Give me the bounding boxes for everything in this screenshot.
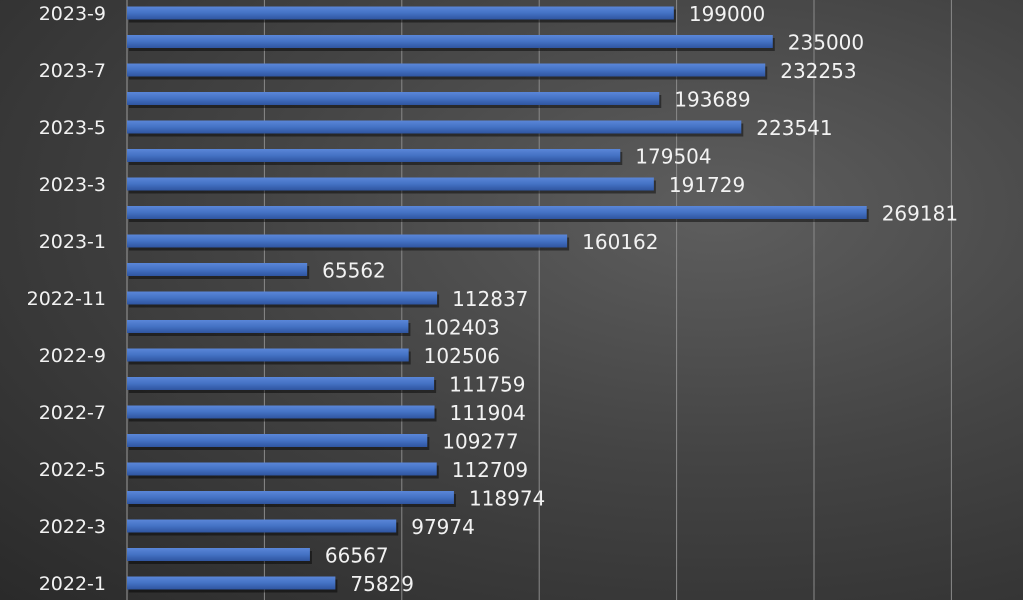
bar-2023-7 [127, 63, 766, 77]
tick-label-2022-3: 2022-3 [39, 516, 106, 538]
bar-2023-2 [127, 206, 867, 219]
bar-2023-4 [127, 149, 621, 162]
tick-label-2022-1: 2022-1 [39, 573, 106, 595]
bars [127, 6, 869, 593]
category-tick-labels: 2022-1 2022-3 2022-5 2022-7 2022-9 2022-11 202… [27, 3, 106, 595]
data-label-2022-5: 112709 [452, 458, 528, 482]
tick-label-2023-1: 2023-1 [39, 231, 106, 253]
data-label-2022-6: 109277 [442, 430, 518, 454]
data-label-2023-9: 199000 [689, 2, 765, 26]
tick-label-2022-11: 2022-11 [27, 288, 106, 310]
bar-2022-4 [127, 491, 454, 504]
data-label-2022-4: 118974 [469, 487, 545, 511]
tick-label-2023-9: 2023-9 [39, 3, 106, 25]
bar-2023-6 [127, 92, 660, 105]
bar-2022-3 [127, 519, 397, 533]
tick-label-2022-5: 2022-5 [39, 459, 106, 481]
data-label-2023-3: 191729 [669, 173, 745, 197]
data-label-2022-2: 66567 [325, 544, 389, 568]
bar-2023-8 [127, 35, 773, 48]
bar-2022-12 [127, 263, 308, 276]
data-labels: 75829 66567 97974 118974 112709 109277 111904 1… [322, 2, 958, 596]
tick-label-2023-3: 2023-3 [39, 174, 106, 196]
data-label-2022-8: 111759 [449, 373, 525, 397]
data-label-2023-7: 232253 [780, 59, 856, 83]
bar-2022-5 [127, 462, 437, 476]
data-label-2022-11: 112837 [452, 287, 528, 311]
bar-2022-1 [127, 576, 336, 590]
bar-2022-8 [127, 377, 435, 390]
bar-2022-11 [127, 291, 438, 305]
data-label-2023-6: 193689 [674, 88, 750, 112]
data-label-2022-3: 97974 [411, 515, 475, 539]
bar-2022-6 [127, 434, 428, 447]
bar-2023-1 [127, 234, 568, 248]
tick-label-2023-5: 2023-5 [39, 117, 106, 139]
tick-label-2022-9: 2022-9 [39, 345, 106, 367]
data-label-2023-2: 269181 [882, 202, 958, 226]
bar-2022-2 [127, 548, 310, 561]
data-label-2022-9: 102506 [424, 344, 500, 368]
data-label-2022-7: 111904 [450, 401, 526, 425]
data-label-2023-4: 179504 [635, 145, 711, 169]
bar-2022-9 [127, 348, 409, 362]
data-label-2022-10: 102403 [423, 316, 499, 340]
data-label-2022-1: 75829 [350, 572, 414, 596]
data-label-2022-12: 65562 [322, 259, 386, 283]
data-label-2023-5: 223541 [756, 116, 832, 140]
data-label-2023-1: 160162 [582, 230, 658, 254]
bar-2023-5 [127, 120, 742, 134]
tick-label-2023-7: 2023-7 [39, 60, 106, 82]
bar-2022-7 [127, 405, 435, 419]
bar-2022-10 [127, 320, 409, 333]
tick-label-2022-7: 2022-7 [39, 402, 106, 424]
bar-2023-3 [127, 177, 654, 191]
bar-2023-9 [127, 6, 674, 20]
data-label-2023-8: 235000 [788, 31, 864, 55]
